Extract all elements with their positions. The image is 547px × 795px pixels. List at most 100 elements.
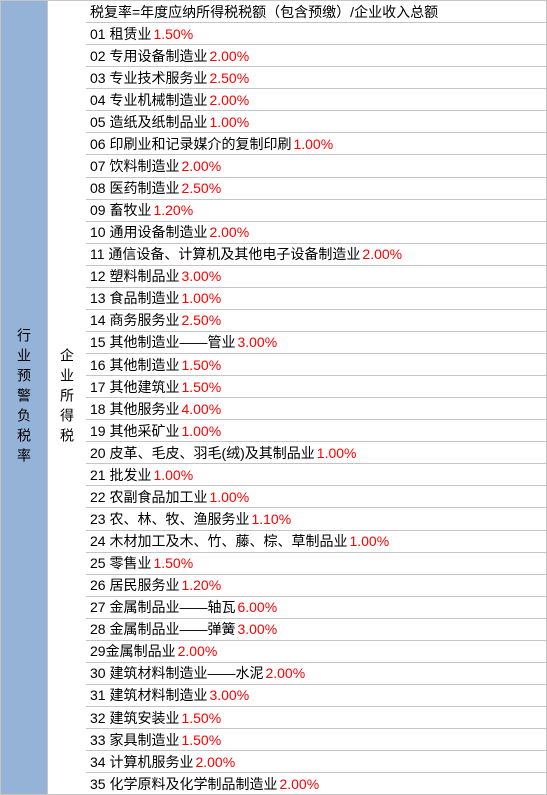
row-text: 03 专业技术服务业 (90, 68, 207, 88)
table-row: 04 专业机械制造业 2.00% (86, 88, 547, 110)
row-percentage: 2.00% (178, 643, 218, 659)
row-text: 22 农副食品加工业 (90, 487, 207, 507)
row-percentage: 1.50% (181, 357, 221, 373)
table-row: 11 通信设备、计算机及其他电子设备制造业 2.00% (86, 243, 547, 265)
row-text: 21 批发业 (90, 465, 151, 485)
table-row: 03 专业技术服务业 2.50% (86, 66, 547, 88)
header-row: 税复率=年度应纳所得税税额（包含预缴）/企业收入总额 (86, 0, 547, 22)
row-text: 19 其他采矿业 (90, 421, 179, 441)
row-percentage: 2.50% (181, 180, 221, 196)
row-text: 33 家具制造业 (90, 730, 179, 750)
row-percentage: 1.00% (349, 533, 389, 549)
row-text: 23 农、林、牧、渔服务业 (90, 509, 249, 529)
row-percentage: 4.00% (181, 401, 221, 417)
table-row: 30 建筑材料制造业——水泥 2.00% (86, 662, 547, 684)
row-text: 04 专业机械制造业 (90, 90, 207, 110)
row-percentage: 1.20% (153, 202, 193, 218)
table-row: 12 塑料制品业 3.00% (86, 265, 547, 287)
table-row: 09 畜牧业 1.20% (86, 199, 547, 221)
category-column: 行业预警负税率 (0, 0, 48, 795)
table-row: 25 零售业 1.50% (86, 552, 547, 574)
table-row: 19 其他采矿业 1.00% (86, 419, 547, 441)
table-row: 06 印刷业和记录媒介的复制印刷 1.00% (86, 132, 547, 154)
row-text: 02 专用设备制造业 (90, 46, 207, 66)
row-percentage: 2.00% (209, 92, 249, 108)
row-text: 31 建筑材料制造业 (90, 685, 207, 705)
row-percentage: 2.50% (181, 312, 221, 328)
table-row: 13 食品制造业 1.00% (86, 287, 547, 309)
table-row: 29金属制品业 2.00% (86, 640, 547, 662)
row-text: 24 木材加工及木、竹、藤、棕、草制品业 (90, 531, 347, 551)
table-row: 10 通用设备制造业 2.00% (86, 221, 547, 243)
row-text: 07 饮料制造业 (90, 156, 179, 176)
table-row: 22 农副食品加工业 1.00% (86, 485, 547, 507)
table-row: 31 建筑材料制造业 3.00% (86, 684, 547, 706)
row-text: 28 金属制品业——弹簧 (90, 619, 235, 639)
row-percentage: 2.00% (195, 754, 235, 770)
row-percentage: 1.00% (181, 290, 221, 306)
row-percentage: 1.00% (209, 489, 249, 505)
row-percentage: 2.00% (362, 246, 402, 262)
table-row: 16 其他制造业 1.50% (86, 353, 547, 375)
table-row: 07 饮料制造业 2.00% (86, 154, 547, 176)
row-percentage: 1.20% (181, 577, 221, 593)
table-row: 33 家具制造业 1.50% (86, 728, 547, 750)
table-row: 26 居民服务业 1.20% (86, 574, 547, 596)
row-percentage: 2.50% (209, 70, 249, 86)
row-percentage: 2.00% (279, 776, 319, 792)
row-percentage: 2.00% (181, 158, 221, 174)
table-row: 01 租赁业 1.50% (86, 22, 547, 44)
row-percentage: 3.00% (237, 334, 277, 350)
row-percentage: 3.00% (237, 621, 277, 637)
row-text: 14 商务服务业 (90, 310, 179, 330)
subcategory-label: 企业所得税 (57, 348, 77, 448)
subcategory-column: 企业所得税 (48, 0, 86, 795)
row-text: 35 化学原料及化学制品制造业 (90, 774, 277, 794)
row-percentage: 6.00% (237, 599, 277, 615)
row-percentage: 1.50% (153, 555, 193, 571)
row-text: 01 租赁业 (90, 24, 151, 44)
row-text: 25 零售业 (90, 553, 151, 573)
row-percentage: 1.50% (153, 26, 193, 42)
table-row: 08 医药制造业 2.50% (86, 177, 547, 199)
row-text: 06 印刷业和记录媒介的复制印刷 (90, 134, 291, 154)
row-text: 10 通用设备制造业 (90, 222, 207, 242)
table-row: 18 其他服务业 4.00% (86, 397, 547, 419)
row-percentage: 2.00% (209, 224, 249, 240)
row-text: 15 其他制造业——管业 (90, 332, 235, 352)
table-row: 14 商务服务业 2.50% (86, 309, 547, 331)
row-percentage: 1.50% (181, 732, 221, 748)
table-row: 17 其他建筑业 1.50% (86, 375, 547, 397)
table-row: 20 皮革、毛皮、羽毛(绒)及其制品业 1.00% (86, 441, 547, 463)
table-row: 02 专用设备制造业 2.00% (86, 44, 547, 66)
row-text: 13 食品制造业 (90, 288, 179, 308)
row-percentage: 1.50% (181, 710, 221, 726)
tax-table: 行业预警负税率 企业所得税 税复率=年度应纳所得税税额（包含预缴）/企业收入总额… (0, 0, 547, 795)
row-text: 29金属制品业 (90, 641, 176, 661)
table-row: 21 批发业 1.00% (86, 463, 547, 485)
row-percentage: 3.00% (181, 268, 221, 284)
row-text: 18 其他服务业 (90, 399, 179, 419)
category-label: 行业预警负税率 (14, 328, 34, 468)
row-percentage: 1.10% (251, 511, 291, 527)
table-row: 34 计算机服务业 2.00% (86, 750, 547, 772)
row-percentage: 1.50% (181, 379, 221, 395)
row-percentage: 1.00% (153, 467, 193, 483)
table-row: 24 木材加工及木、竹、藤、棕、草制品业 1.00% (86, 530, 547, 552)
row-text: 26 居民服务业 (90, 575, 179, 595)
row-text: 20 皮革、毛皮、羽毛(绒)及其制品业 (90, 443, 315, 463)
row-percentage: 1.00% (293, 136, 333, 152)
row-text: 32 建筑安装业 (90, 708, 179, 728)
table-row: 32 建筑安装业 1.50% (86, 706, 547, 728)
table-row: 23 农、林、牧、渔服务业 1.10% (86, 507, 547, 529)
row-text: 27 金属制品业——轴瓦 (90, 597, 235, 617)
row-percentage: 2.00% (209, 48, 249, 64)
row-text: 09 畜牧业 (90, 200, 151, 220)
row-percentage: 1.00% (317, 445, 357, 461)
table-row: 35 化学原料及化学制品制造业 2.00% (86, 772, 547, 795)
row-text: 16 其他制造业 (90, 355, 179, 375)
row-text: 30 建筑材料制造业——水泥 (90, 663, 263, 683)
table-row: 28 金属制品业——弹簧 3.00% (86, 618, 547, 640)
table-row: 15 其他制造业——管业 3.00% (86, 331, 547, 353)
table-row: 27 金属制品业——轴瓦 6.00% (86, 596, 547, 618)
